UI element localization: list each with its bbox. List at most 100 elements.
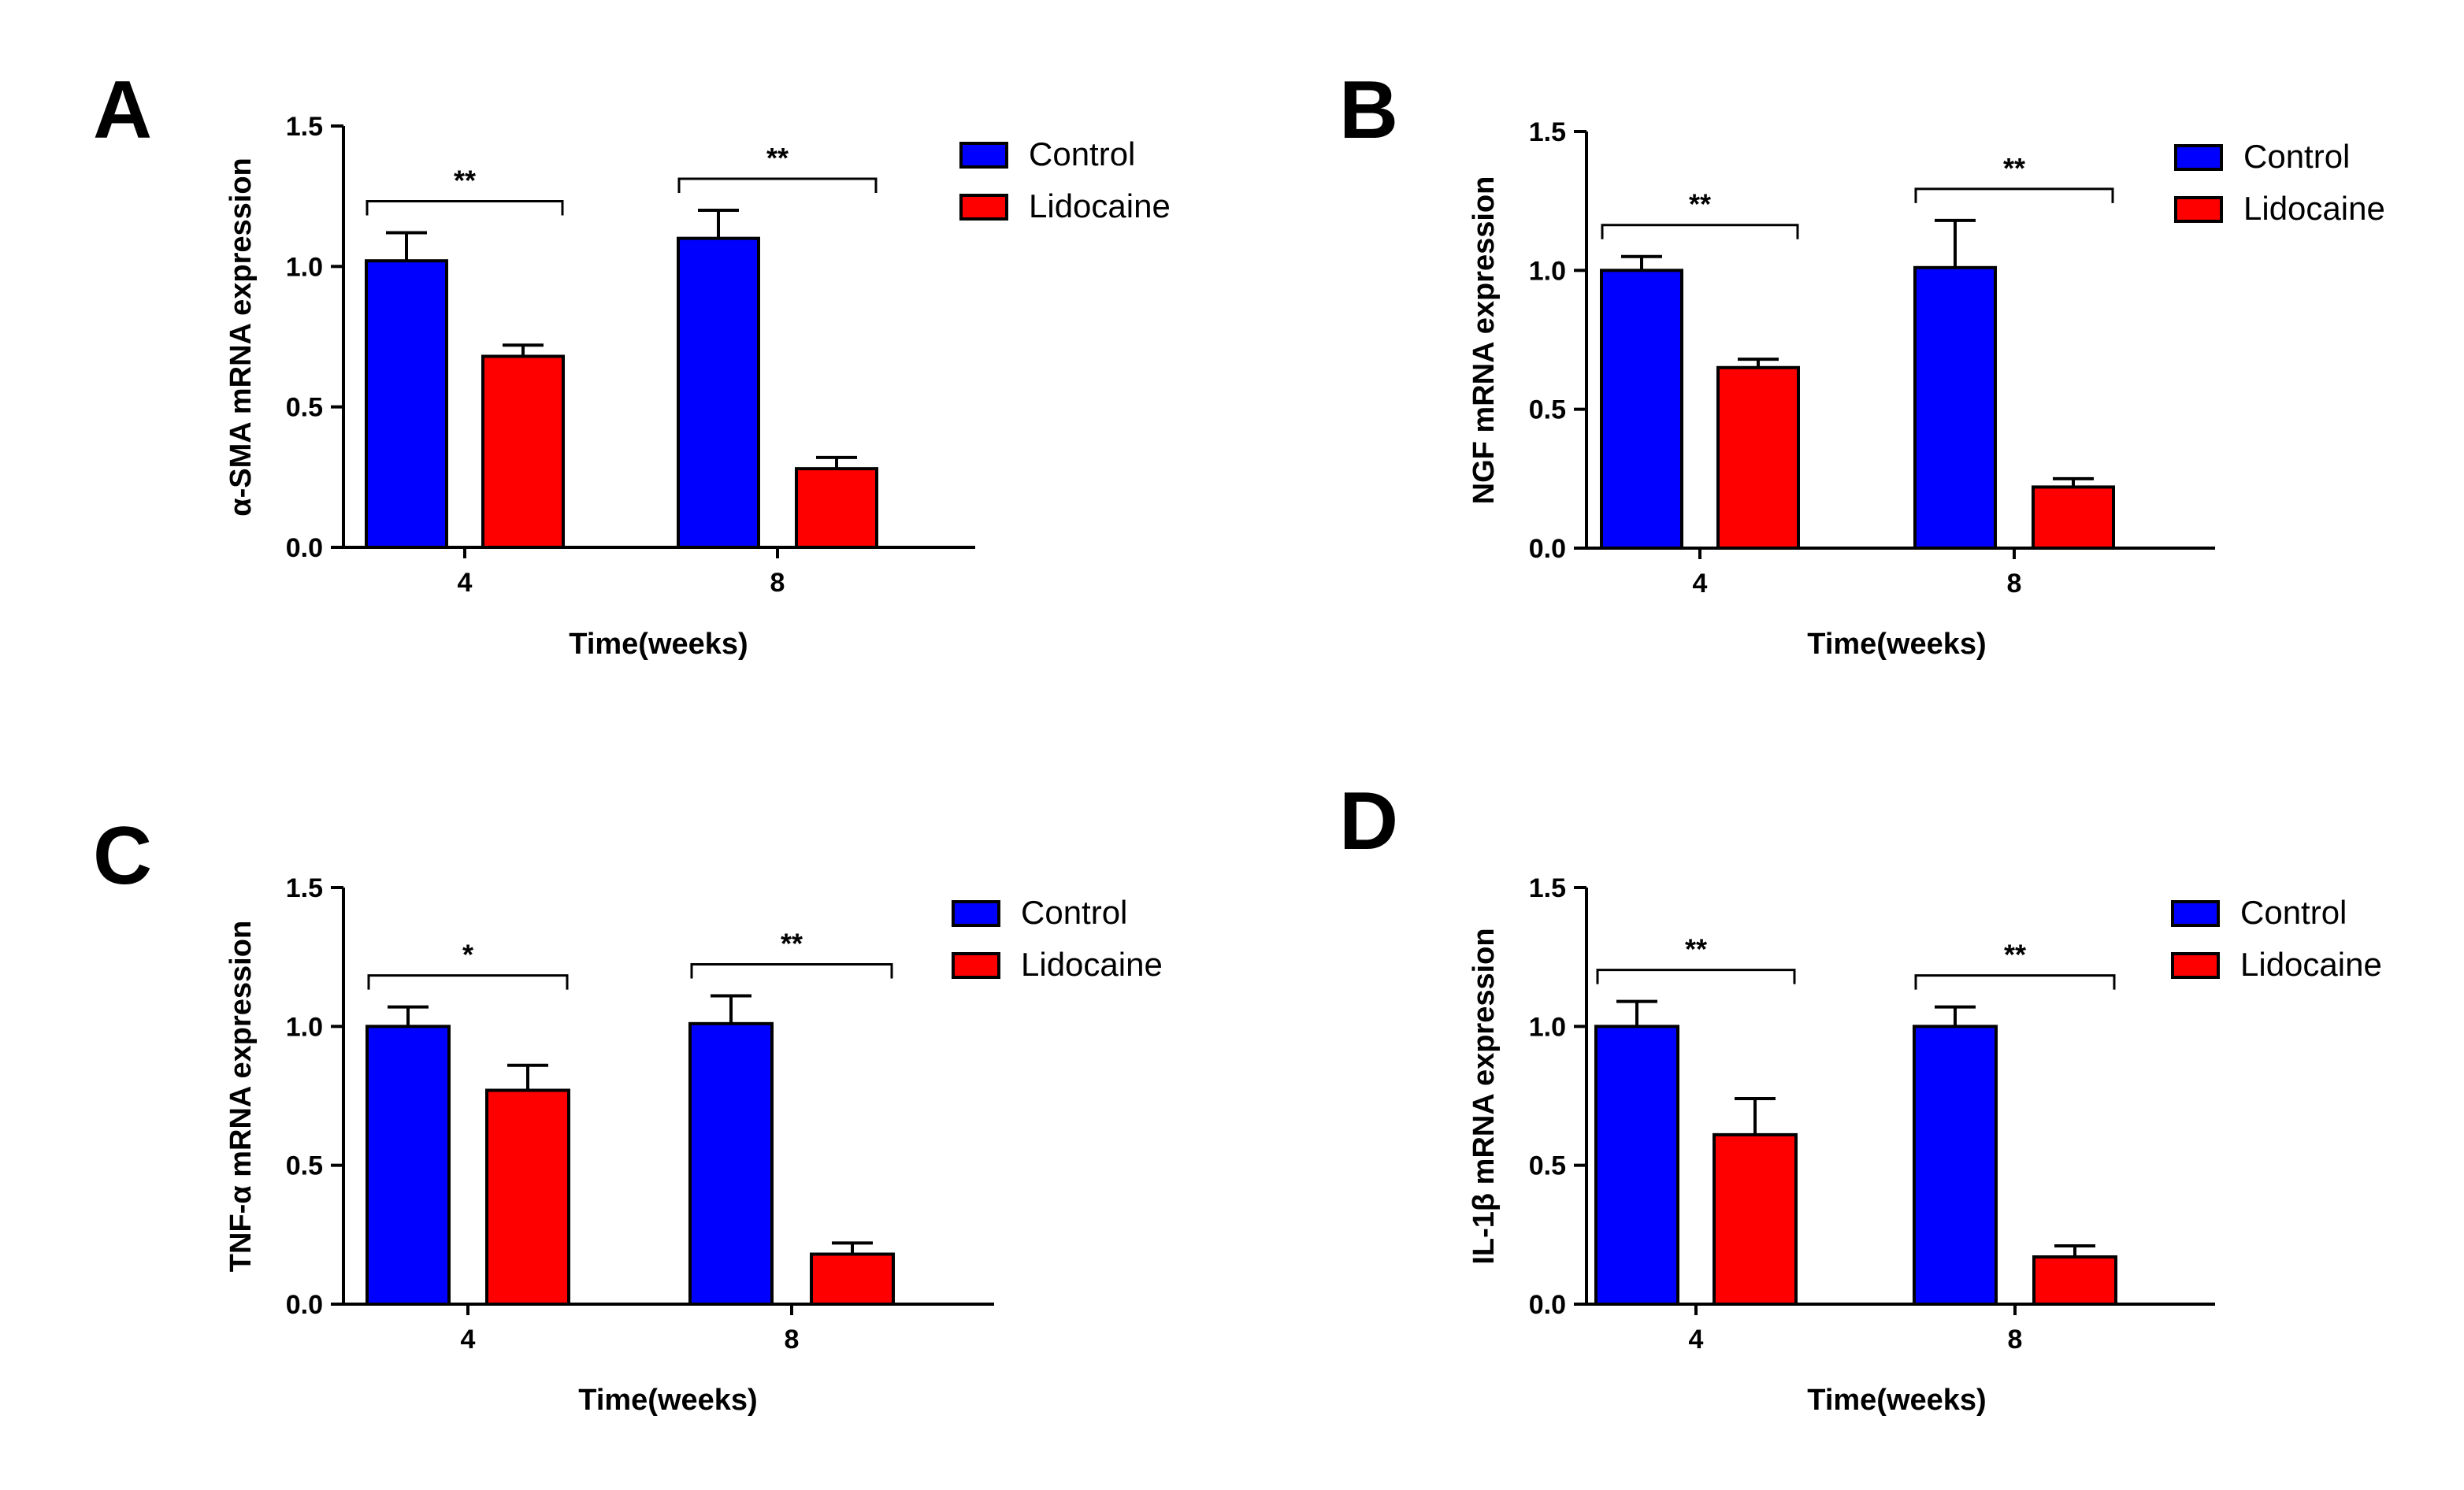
y-tick-label: 1.5 bbox=[286, 112, 323, 142]
bar-lidocaine-4 bbox=[485, 1088, 570, 1306]
significance-label: ** bbox=[1685, 933, 1707, 966]
x-tick-label: 4 bbox=[1693, 569, 1708, 599]
panel-letter: A bbox=[93, 65, 152, 156]
error-bar-lidocaine-8 bbox=[816, 455, 857, 469]
y-tick-label: 1.5 bbox=[1529, 873, 1566, 903]
significance-label: ** bbox=[2004, 939, 2026, 971]
y-tick-label: 0.0 bbox=[1529, 534, 1566, 564]
significance-bracket bbox=[367, 974, 569, 990]
y-axis-title: IL-1β mRNA expression bbox=[1468, 928, 1501, 1264]
error-bar-lidocaine-8 bbox=[832, 1241, 873, 1255]
legend-label-lidocaine: Lidocaine bbox=[2240, 946, 2382, 983]
bar-control-4 bbox=[365, 259, 448, 549]
significance-label: ** bbox=[2003, 152, 2025, 184]
y-tick-label: 0.5 bbox=[1529, 395, 1566, 425]
legend-label-control: Control bbox=[1021, 894, 1127, 931]
panel-d: D 0.0 0.5 1.0 1.5 4 ** 8 ** Time(weeks) IL-1β mRNA… bbox=[1339, 776, 2382, 1417]
x-tick-label: 8 bbox=[770, 568, 785, 598]
error-bar-lidocaine-8 bbox=[2053, 476, 2094, 487]
error-bar-lidocaine-4 bbox=[507, 1063, 548, 1091]
y-axis-title: NGF mRNA expression bbox=[1468, 176, 1501, 505]
bar-lidocaine-4 bbox=[1716, 365, 1800, 550]
bar-control-8 bbox=[688, 1021, 774, 1306]
panel-letter: D bbox=[1339, 776, 1398, 867]
y-tick-label: 0.5 bbox=[286, 1151, 323, 1181]
x-axis-title: Time(weeks) bbox=[1807, 628, 1986, 661]
bar-control-8 bbox=[1913, 1025, 1998, 1307]
error-bar-control-8 bbox=[1935, 218, 1976, 268]
y-tick-label: 0.5 bbox=[286, 393, 323, 423]
x-tick-label: 8 bbox=[785, 1325, 800, 1355]
bar-control-8 bbox=[677, 236, 760, 549]
bar-lidocaine-8 bbox=[2032, 1255, 2117, 1306]
panel-c: C 0.0 0.5 1.0 1.5 4 * 8 ** Time(weeks) TNF-α mRNA … bbox=[93, 810, 1163, 1417]
x-tick-label: 8 bbox=[2008, 1325, 2023, 1355]
x-tick-label: 4 bbox=[461, 1325, 476, 1355]
bar-lidocaine-8 bbox=[810, 1252, 895, 1307]
legend-label-lidocaine: Lidocaine bbox=[2243, 190, 2385, 227]
significance-bracket bbox=[690, 963, 893, 979]
bar-control-4 bbox=[1594, 1025, 1679, 1307]
error-bar-control-4 bbox=[386, 231, 427, 261]
error-bar-control-8 bbox=[711, 994, 751, 1024]
panel-a: A 0.0 0.5 1.0 1.5 4 ** 8 ** Time(weeks) α-SMA mRNA… bbox=[93, 65, 1171, 661]
significance-bracket bbox=[1914, 187, 2114, 203]
x-axis-title: Time(weeks) bbox=[1807, 1384, 1986, 1417]
y-tick-label: 1.5 bbox=[286, 873, 323, 903]
error-bar-control-8 bbox=[1935, 1005, 1976, 1027]
error-bar-control-4 bbox=[388, 1005, 429, 1027]
legend-label-control: Control bbox=[2240, 894, 2347, 931]
y-axis-title: α-SMA mRNA expression bbox=[225, 158, 258, 517]
significance-bracket bbox=[1914, 974, 2116, 990]
x-tick-label: 4 bbox=[1689, 1325, 1704, 1355]
legend-label-control: Control bbox=[2243, 138, 2350, 175]
significance-label: ** bbox=[1689, 188, 1711, 221]
error-bar-lidocaine-4 bbox=[1735, 1097, 1776, 1135]
legend-swatch-lidocaine bbox=[952, 952, 1000, 979]
legend-swatch-lidocaine bbox=[2171, 952, 2220, 979]
y-axis-title: TNF-α mRNA expression bbox=[225, 921, 258, 1272]
panel-letter: C bbox=[93, 810, 152, 902]
legend-swatch-lidocaine bbox=[959, 194, 1008, 221]
significance-label: ** bbox=[766, 142, 789, 174]
bar-lidocaine-8 bbox=[2032, 485, 2115, 550]
significance-bracket bbox=[366, 200, 564, 216]
legend-swatch-control bbox=[2171, 900, 2220, 927]
bar-lidocaine-8 bbox=[795, 467, 878, 550]
x-axis-title: Time(weeks) bbox=[569, 628, 748, 661]
significance-label: * bbox=[462, 939, 473, 971]
legend-label-control: Control bbox=[1029, 135, 1135, 172]
significance-bracket bbox=[1596, 969, 1796, 984]
bar-control-8 bbox=[1913, 265, 1997, 550]
y-tick-label: 1.0 bbox=[1529, 256, 1566, 286]
legend-label-lidocaine: Lidocaine bbox=[1021, 946, 1163, 983]
legend-swatch-control bbox=[952, 900, 1000, 927]
bar-control-4 bbox=[1600, 269, 1683, 550]
panel-letter: B bbox=[1339, 65, 1398, 156]
significance-bracket bbox=[677, 177, 878, 193]
x-axis-title: Time(weeks) bbox=[578, 1384, 757, 1417]
x-tick-label: 8 bbox=[2007, 569, 2022, 599]
y-tick-label: 1.0 bbox=[286, 252, 323, 282]
significance-label: ** bbox=[781, 928, 803, 960]
y-tick-label: 0.5 bbox=[1529, 1151, 1566, 1181]
y-tick-label: 1.0 bbox=[1529, 1012, 1566, 1042]
legend-swatch-control bbox=[959, 142, 1008, 169]
legend-label-lidocaine: Lidocaine bbox=[1029, 187, 1171, 224]
y-tick-label: 0.0 bbox=[1529, 1290, 1566, 1320]
error-bar-control-8 bbox=[698, 209, 739, 239]
error-bar-lidocaine-4 bbox=[503, 343, 544, 357]
x-tick-label: 4 bbox=[458, 568, 473, 598]
bar-lidocaine-4 bbox=[1713, 1132, 1798, 1306]
panel-b: B 0.0 0.5 1.0 1.5 4 ** 8 ** Time(weeks) NGF mRNA e… bbox=[1339, 65, 2385, 661]
legend-swatch-control bbox=[2174, 144, 2223, 171]
error-bar-control-4 bbox=[1621, 254, 1662, 271]
error-bar-lidocaine-8 bbox=[2054, 1244, 2095, 1258]
y-tick-label: 1.5 bbox=[1529, 117, 1566, 147]
y-tick-label: 0.0 bbox=[286, 533, 323, 563]
y-tick-label: 0.0 bbox=[286, 1290, 323, 1320]
y-tick-label: 1.0 bbox=[286, 1012, 323, 1042]
legend-swatch-lidocaine bbox=[2174, 196, 2223, 223]
error-bar-lidocaine-4 bbox=[1738, 358, 1779, 368]
